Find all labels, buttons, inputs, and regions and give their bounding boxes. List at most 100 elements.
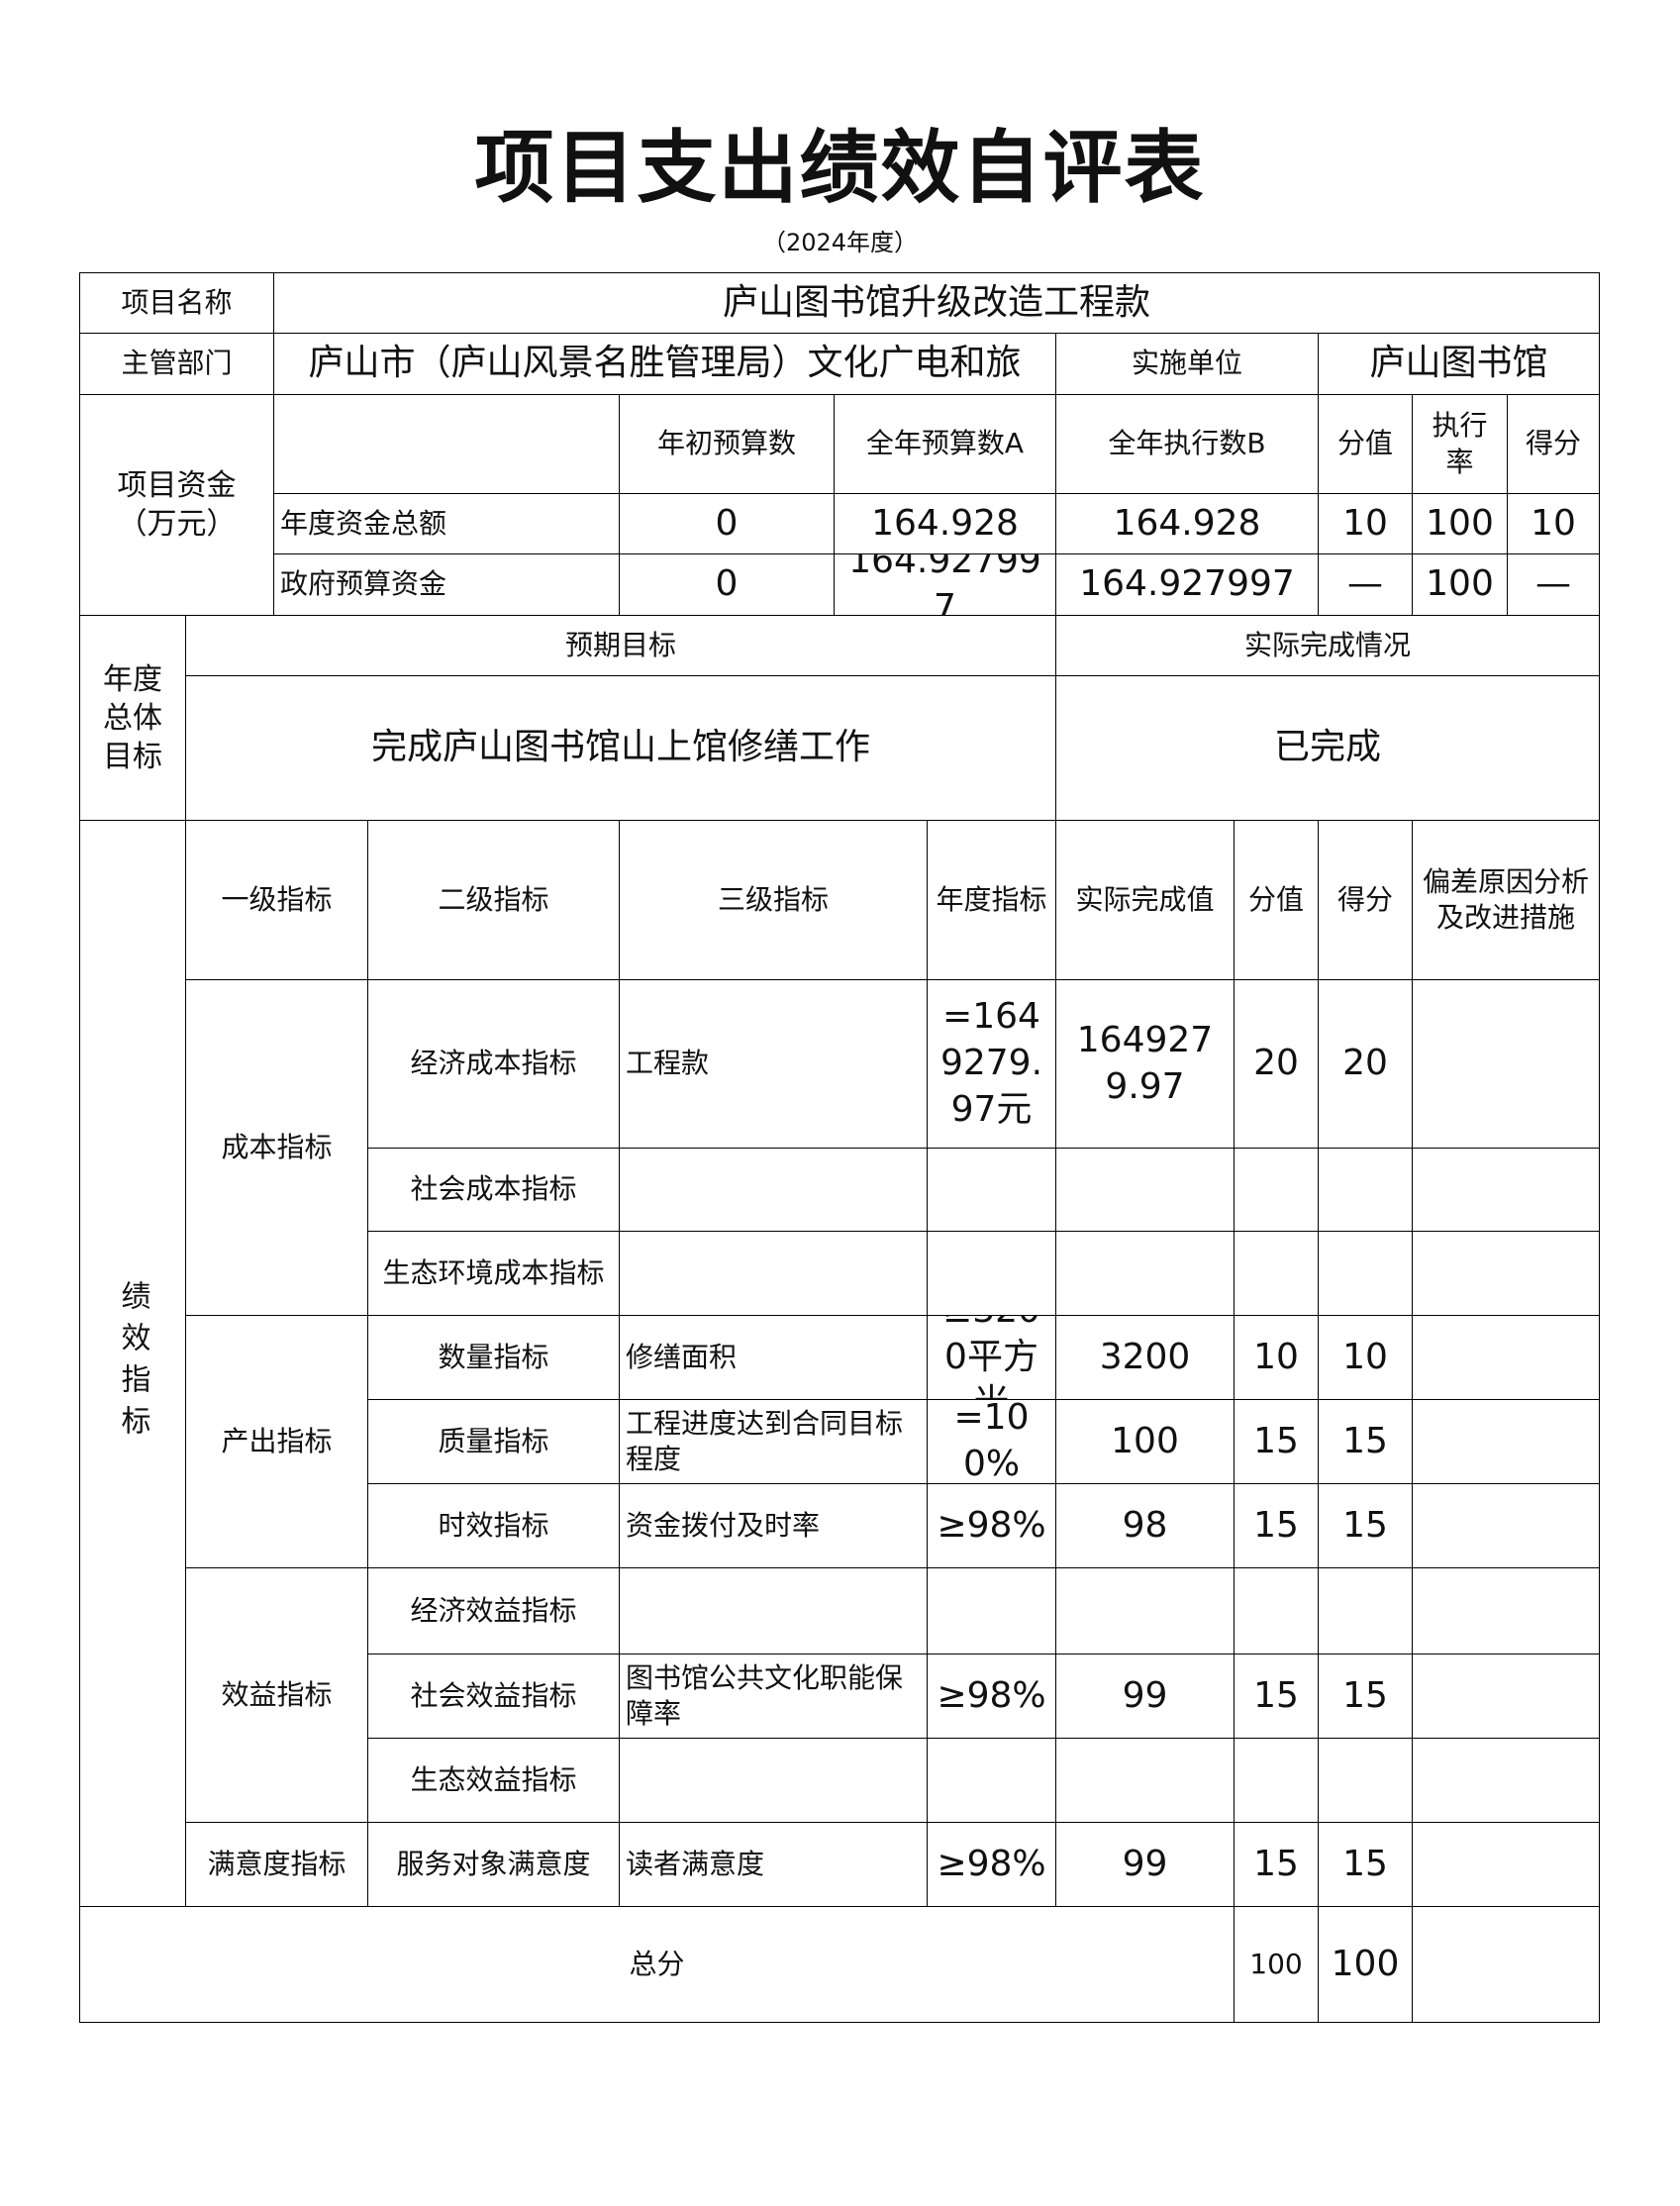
indicator-reason <box>1412 1654 1600 1739</box>
indicator-level2: 经济成本指标 <box>367 979 620 1149</box>
level1-indicator: 效益指标 <box>185 1567 368 1823</box>
indicator-level2: 社会成本指标 <box>367 1148 620 1232</box>
indicator-score-value: 15 <box>1234 1822 1319 1907</box>
dept-label: 主管部门 <box>79 333 274 395</box>
indicator-reason <box>1412 1567 1600 1654</box>
indicator-target: ≥98% <box>927 1483 1056 1568</box>
indicator-level2: 服务对象满意度 <box>367 1822 620 1907</box>
indicator-score: 10 <box>1318 1315 1413 1400</box>
indicator-score <box>1318 1738 1413 1823</box>
indicator-score: 15 <box>1318 1483 1413 1568</box>
funds-cell-rate: 100 <box>1412 493 1508 554</box>
indicator-target <box>927 1148 1056 1232</box>
indicator-actual: 99 <box>1055 1822 1235 1907</box>
indicator-reason <box>1412 1231 1600 1316</box>
level1-indicator: 满意度指标 <box>185 1822 368 1907</box>
indicator-score-value: 15 <box>1234 1654 1319 1739</box>
funds-cell-rate: 100 <box>1412 553 1508 616</box>
indicator-level2: 生态效益指标 <box>367 1738 620 1823</box>
indicator-score-value: 10 <box>1234 1315 1319 1400</box>
unit-value: 庐山图书馆 <box>1318 333 1600 395</box>
funds-header: 年初预算数 <box>619 394 835 494</box>
indicator-score-value <box>1234 1148 1319 1232</box>
funds-row-name: 年度资金总额 <box>273 493 620 554</box>
indicator-target <box>927 1231 1056 1316</box>
goals-actual-header: 实际完成情况 <box>1055 615 1600 676</box>
indicator-target: =1649279.97元 <box>927 979 1056 1149</box>
funds-header: 分值 <box>1318 394 1413 494</box>
indicator-actual: 100 <box>1055 1399 1235 1484</box>
indicator-header: 三级指标 <box>619 820 928 980</box>
funds-header: 得分 <box>1507 394 1600 494</box>
funds-header: 全年执行数B <box>1055 394 1319 494</box>
indicator-level2: 质量指标 <box>367 1399 620 1484</box>
funds-header: 全年预算数A <box>834 394 1056 494</box>
total-score-value: 100 <box>1234 1906 1319 2023</box>
indicator-level3 <box>619 1148 928 1232</box>
indicator-actual <box>1055 1567 1235 1654</box>
indicator-actual <box>1055 1231 1235 1316</box>
indicator-score <box>1318 1148 1413 1232</box>
indicator-target: ≥3200平方米 <box>927 1315 1056 1400</box>
indicator-actual: 3200 <box>1055 1315 1235 1400</box>
indicator-level3: 图书馆公共文化职能保障率 <box>619 1654 928 1739</box>
funds-header: 执行率 <box>1412 394 1508 494</box>
funds-cell-annual-a: 164.927997 <box>834 553 1056 616</box>
indicator-level3: 修缮面积 <box>619 1315 928 1400</box>
funds-label: 项目资金（万元） <box>79 394 274 616</box>
indicator-level3 <box>619 1231 928 1316</box>
indicator-score: 15 <box>1318 1654 1413 1739</box>
project-name-label: 项目名称 <box>79 272 274 334</box>
indicator-level2: 数量指标 <box>367 1315 620 1400</box>
page-title: 项目支出绩效自评表 <box>474 121 1206 214</box>
indicator-target <box>927 1738 1056 1823</box>
total-remark <box>1412 1906 1600 2023</box>
indicator-score: 15 <box>1318 1399 1413 1484</box>
indicator-reason <box>1412 1738 1600 1823</box>
indicator-score-value <box>1234 1567 1319 1654</box>
indicator-level3 <box>619 1738 928 1823</box>
indicator-reason <box>1412 1483 1600 1568</box>
indicator-reason <box>1412 1822 1600 1907</box>
funds-cell-initial: 0 <box>619 553 835 616</box>
indicator-level2: 社会效益指标 <box>367 1654 620 1739</box>
indicator-target: ≥98% <box>927 1654 1056 1739</box>
page-subtitle: （2024年度） <box>761 229 919 256</box>
indicator-reason <box>1412 1315 1600 1400</box>
funds-cell-score: — <box>1507 553 1600 616</box>
indicator-reason <box>1412 979 1600 1149</box>
indicator-actual <box>1055 1738 1235 1823</box>
goals-expected: 完成庐山图书馆山上馆修缮工作 <box>185 675 1056 821</box>
indicator-reason <box>1412 1399 1600 1484</box>
total-score: 100 <box>1318 1906 1413 2023</box>
indicator-target: =100% <box>927 1399 1056 1484</box>
indicator-level3: 工程款 <box>619 979 928 1149</box>
indicator-reason <box>1412 1148 1600 1232</box>
unit-label: 实施单位 <box>1055 333 1319 395</box>
funds-cell-annual-a: 164.928 <box>834 493 1056 554</box>
dept-value: 庐山市（庐山风景名胜管理局）文化广电和旅 <box>273 333 1056 395</box>
indicator-level2: 生态环境成本指标 <box>367 1231 620 1316</box>
funds-row-name: 政府预算资金 <box>273 553 620 616</box>
indicator-level2: 经济效益指标 <box>367 1567 620 1654</box>
funds-cell-score-value: — <box>1318 553 1413 616</box>
indicator-level3 <box>619 1567 928 1654</box>
indicator-level3: 工程进度达到合同目标程度 <box>619 1399 928 1484</box>
indicator-header: 得分 <box>1318 820 1413 980</box>
indicator-header: 二级指标 <box>367 820 620 980</box>
goals-label: 年度总体目标 <box>79 615 186 821</box>
funds-cell-score: 10 <box>1507 493 1600 554</box>
indicator-header: 年度指标 <box>927 820 1056 980</box>
indicator-level3: 资金拨付及时率 <box>619 1483 928 1568</box>
indicator-header: 实际完成值 <box>1055 820 1235 980</box>
funds-cell-exec-b: 164.928 <box>1055 493 1319 554</box>
indicator-header: 一级指标 <box>185 820 368 980</box>
indicator-score-value: 15 <box>1234 1399 1319 1484</box>
indicator-score: 15 <box>1318 1822 1413 1907</box>
indicator-score-value: 20 <box>1234 979 1319 1149</box>
goals-actual: 已完成 <box>1055 675 1600 821</box>
goals-expected-header: 预期目标 <box>185 615 1056 676</box>
indicator-actual <box>1055 1148 1235 1232</box>
indicator-level2: 时效指标 <box>367 1483 620 1568</box>
indicator-header: 偏差原因分析及改进措施 <box>1412 820 1600 980</box>
